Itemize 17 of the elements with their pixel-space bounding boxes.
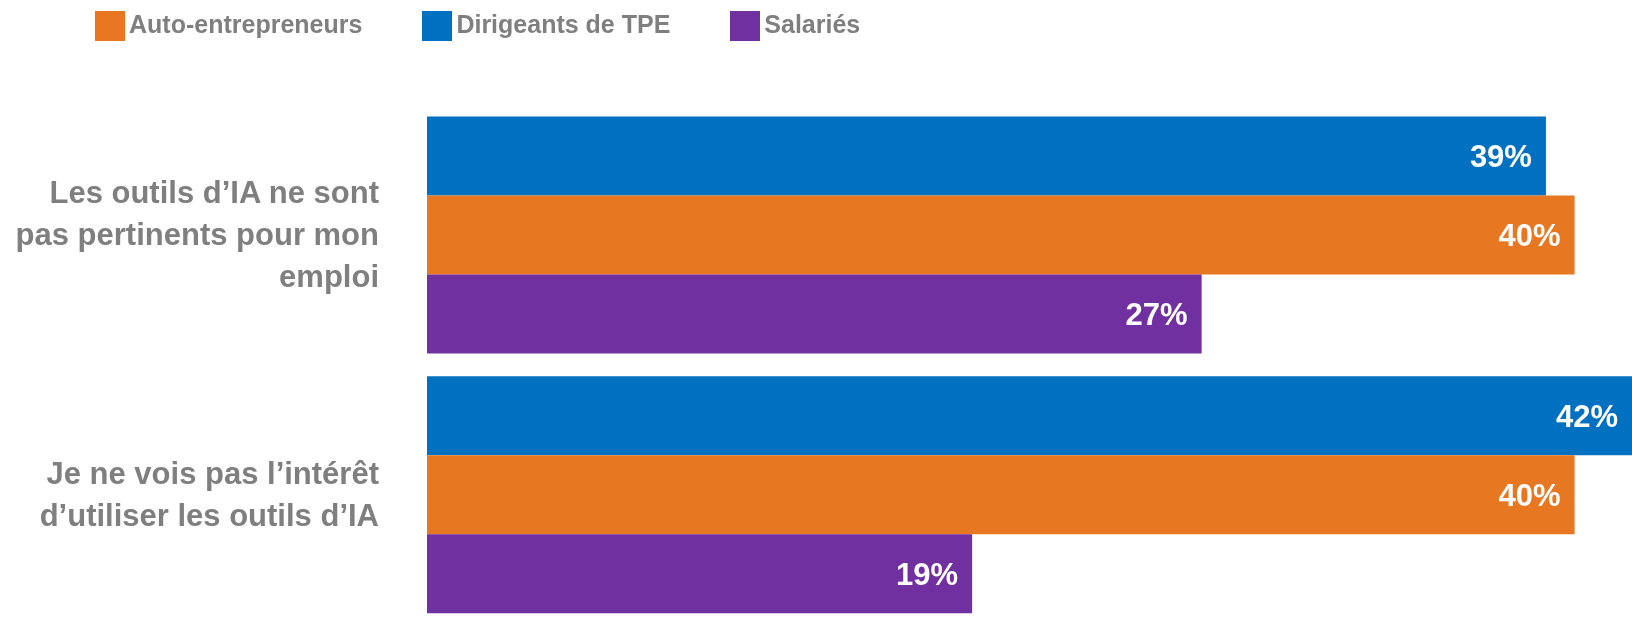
bar (427, 195, 1575, 275)
bar (427, 274, 1202, 354)
data-label: 39% (1469, 138, 1532, 174)
bar (427, 455, 1575, 535)
bar (427, 116, 1546, 196)
legend-label: Auto-entrepreneurs (129, 10, 363, 38)
data-label: 19% (896, 556, 959, 592)
y-tick-label: Les outils d’IA ne sont pas pertinents pour mon emploi (15, 174, 379, 294)
legend-label: Dirigeants de TPE (456, 10, 671, 38)
data-label: 27% (1125, 296, 1188, 332)
bar (427, 534, 973, 614)
y-tick-label: Je ne vois pas l’intérêt d’utiliser les outils d’IA (39, 455, 379, 533)
data-label: 40% (1498, 477, 1561, 513)
legend-label: Salariés (764, 10, 861, 38)
data-label: 42% (1555, 398, 1618, 434)
data-label: 40% (1498, 217, 1561, 253)
bar (427, 376, 1632, 456)
